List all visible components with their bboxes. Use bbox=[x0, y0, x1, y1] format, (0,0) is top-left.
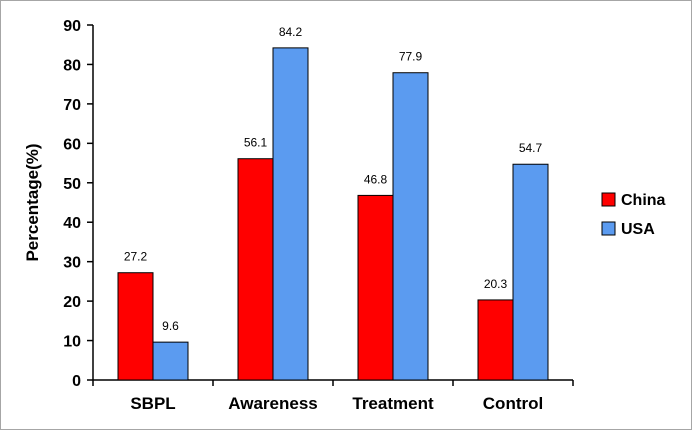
bar-china bbox=[117, 272, 154, 381]
y-tick-label: 50 bbox=[63, 176, 81, 193]
data-label: 54.7 bbox=[519, 141, 543, 155]
y-tick-label: 70 bbox=[63, 97, 81, 114]
axes: 0 10 20 30 40 50 60 70 80 90 SBPL Awareness Treatmen… bbox=[63, 18, 574, 413]
bar-usa bbox=[512, 163, 549, 381]
legend-label: USA bbox=[621, 221, 655, 238]
data-label: 77.9 bbox=[399, 50, 423, 64]
legend-swatch-usa bbox=[601, 221, 616, 236]
y-tick-label: 60 bbox=[63, 136, 81, 153]
x-tick-label: Awareness bbox=[228, 394, 317, 413]
y-tick-label: 20 bbox=[63, 294, 81, 311]
y-tick-label: 90 bbox=[63, 18, 81, 35]
data-label: 46.8 bbox=[364, 172, 388, 186]
y-tick-label: 80 bbox=[63, 57, 81, 74]
legend: China USA bbox=[601, 192, 666, 238]
bar-usa bbox=[392, 72, 429, 381]
bar-usa bbox=[152, 341, 189, 381]
data-label: 56.1 bbox=[244, 136, 268, 150]
x-tick-label: Control bbox=[483, 394, 543, 413]
bars bbox=[117, 47, 549, 381]
y-axis-label: Percentage(%) bbox=[23, 143, 42, 261]
legend-label: China bbox=[621, 192, 666, 209]
y-tick-label: 40 bbox=[63, 215, 81, 232]
data-label: 27.2 bbox=[124, 250, 148, 264]
value-labels: 27.2 9.6 56.1 84.2 46.8 77.9 20.3 54.7 bbox=[124, 25, 543, 333]
x-tick-label: SBPL bbox=[130, 394, 175, 413]
data-label: 9.6 bbox=[162, 319, 179, 333]
y-tick-label: 10 bbox=[63, 334, 81, 351]
y-tick-label: 30 bbox=[63, 255, 81, 272]
data-label: 20.3 bbox=[484, 277, 508, 291]
legend-swatch-china bbox=[601, 192, 616, 207]
data-label: 84.2 bbox=[279, 25, 303, 39]
bar-china bbox=[477, 299, 514, 381]
x-tick-label: Treatment bbox=[352, 394, 434, 413]
bar-china bbox=[357, 194, 394, 381]
y-tick-label: 0 bbox=[72, 373, 81, 390]
bar-usa bbox=[272, 47, 309, 381]
bar-china bbox=[237, 158, 274, 381]
